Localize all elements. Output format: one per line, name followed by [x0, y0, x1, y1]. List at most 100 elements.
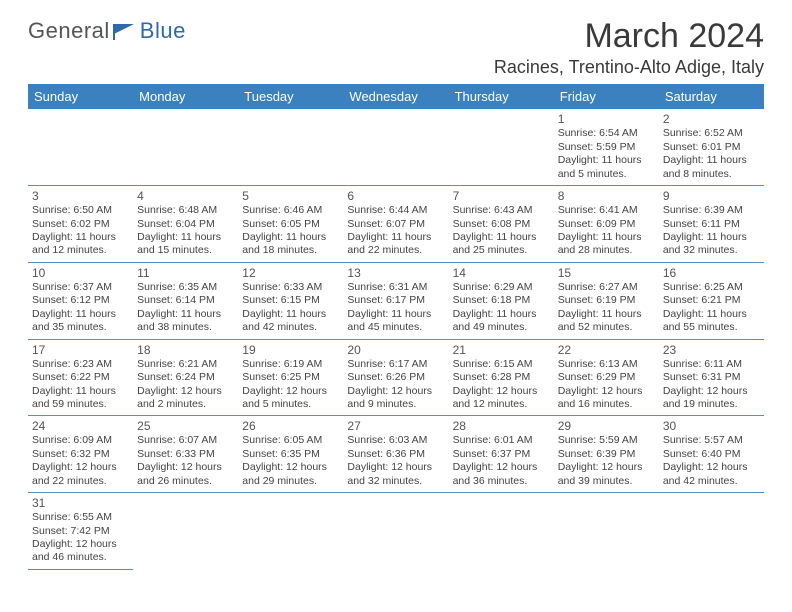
- calendar-cell: [343, 109, 448, 185]
- weekday-header: Wednesday: [343, 84, 448, 109]
- calendar-cell: [449, 493, 554, 570]
- day-info: Sunrise: 6:43 AMSunset: 6:08 PMDaylight:…: [453, 204, 550, 258]
- day-info: Sunrise: 6:29 AMSunset: 6:18 PMDaylight:…: [453, 281, 550, 335]
- day-number: 20: [347, 343, 444, 357]
- day-number: 23: [663, 343, 760, 357]
- calendar-cell: 20Sunrise: 6:17 AMSunset: 6:26 PMDayligh…: [343, 339, 448, 416]
- weekday-header: Saturday: [659, 84, 764, 109]
- location: Racines, Trentino-Alto Adige, Italy: [494, 57, 764, 78]
- day-info: Sunrise: 5:57 AMSunset: 6:40 PMDaylight:…: [663, 434, 760, 488]
- day-number: 22: [558, 343, 655, 357]
- day-number: 13: [347, 266, 444, 280]
- day-info: Sunrise: 6:37 AMSunset: 6:12 PMDaylight:…: [32, 281, 129, 335]
- calendar-cell: 22Sunrise: 6:13 AMSunset: 6:29 PMDayligh…: [554, 339, 659, 416]
- day-number: 30: [663, 419, 760, 433]
- calendar-cell: 17Sunrise: 6:23 AMSunset: 6:22 PMDayligh…: [28, 339, 133, 416]
- day-info: Sunrise: 6:09 AMSunset: 6:32 PMDaylight:…: [32, 434, 129, 488]
- calendar-cell: [133, 493, 238, 570]
- day-number: 3: [32, 189, 129, 203]
- calendar-cell: 8Sunrise: 6:41 AMSunset: 6:09 PMDaylight…: [554, 186, 659, 263]
- calendar-cell: [133, 109, 238, 185]
- day-info: Sunrise: 6:03 AMSunset: 6:36 PMDaylight:…: [347, 434, 444, 488]
- calendar-cell: 1Sunrise: 6:54 AMSunset: 5:59 PMDaylight…: [554, 109, 659, 185]
- month-title: March 2024: [494, 18, 764, 55]
- day-number: 7: [453, 189, 550, 203]
- calendar-cell: 21Sunrise: 6:15 AMSunset: 6:28 PMDayligh…: [449, 339, 554, 416]
- calendar-cell: 27Sunrise: 6:03 AMSunset: 6:36 PMDayligh…: [343, 416, 448, 493]
- calendar-cell: [554, 493, 659, 570]
- calendar-cell: 4Sunrise: 6:48 AMSunset: 6:04 PMDaylight…: [133, 186, 238, 263]
- day-number: 4: [137, 189, 234, 203]
- calendar-cell: 10Sunrise: 6:37 AMSunset: 6:12 PMDayligh…: [28, 262, 133, 339]
- calendar-cell: 30Sunrise: 5:57 AMSunset: 6:40 PMDayligh…: [659, 416, 764, 493]
- day-info: Sunrise: 6:54 AMSunset: 5:59 PMDaylight:…: [558, 127, 655, 181]
- calendar-cell: 5Sunrise: 6:46 AMSunset: 6:05 PMDaylight…: [238, 186, 343, 263]
- day-number: 12: [242, 266, 339, 280]
- calendar-cell: 24Sunrise: 6:09 AMSunset: 6:32 PMDayligh…: [28, 416, 133, 493]
- day-number: 26: [242, 419, 339, 433]
- day-info: Sunrise: 6:50 AMSunset: 6:02 PMDaylight:…: [32, 204, 129, 258]
- weekday-header-row: SundayMondayTuesdayWednesdayThursdayFrid…: [28, 84, 764, 109]
- calendar-cell: [659, 493, 764, 570]
- calendar-cell: 12Sunrise: 6:33 AMSunset: 6:15 PMDayligh…: [238, 262, 343, 339]
- calendar-cell: 11Sunrise: 6:35 AMSunset: 6:14 PMDayligh…: [133, 262, 238, 339]
- calendar-cell: 18Sunrise: 6:21 AMSunset: 6:24 PMDayligh…: [133, 339, 238, 416]
- calendar-cell: [343, 493, 448, 570]
- calendar-cell: 26Sunrise: 6:05 AMSunset: 6:35 PMDayligh…: [238, 416, 343, 493]
- day-info: Sunrise: 6:48 AMSunset: 6:04 PMDaylight:…: [137, 204, 234, 258]
- calendar-cell: 9Sunrise: 6:39 AMSunset: 6:11 PMDaylight…: [659, 186, 764, 263]
- day-number: 21: [453, 343, 550, 357]
- weekday-header: Tuesday: [238, 84, 343, 109]
- day-number: 10: [32, 266, 129, 280]
- day-info: Sunrise: 6:15 AMSunset: 6:28 PMDaylight:…: [453, 358, 550, 412]
- calendar-cell: 31Sunrise: 6:55 AMSunset: 7:42 PMDayligh…: [28, 493, 133, 570]
- calendar-cell: 16Sunrise: 6:25 AMSunset: 6:21 PMDayligh…: [659, 262, 764, 339]
- day-number: 19: [242, 343, 339, 357]
- weekday-header: Thursday: [449, 84, 554, 109]
- brand-part1: General: [28, 18, 110, 44]
- day-number: 8: [558, 189, 655, 203]
- weekday-header: Monday: [133, 84, 238, 109]
- day-info: Sunrise: 6:23 AMSunset: 6:22 PMDaylight:…: [32, 358, 129, 412]
- day-number: 15: [558, 266, 655, 280]
- day-number: 24: [32, 419, 129, 433]
- calendar-cell: 2Sunrise: 6:52 AMSunset: 6:01 PMDaylight…: [659, 109, 764, 185]
- calendar-cell: 6Sunrise: 6:44 AMSunset: 6:07 PMDaylight…: [343, 186, 448, 263]
- day-number: 18: [137, 343, 234, 357]
- brand-logo: General Blue: [28, 18, 186, 44]
- calendar-cell: 14Sunrise: 6:29 AMSunset: 6:18 PMDayligh…: [449, 262, 554, 339]
- day-info: Sunrise: 6:05 AMSunset: 6:35 PMDaylight:…: [242, 434, 339, 488]
- day-info: Sunrise: 6:01 AMSunset: 6:37 PMDaylight:…: [453, 434, 550, 488]
- day-info: Sunrise: 5:59 AMSunset: 6:39 PMDaylight:…: [558, 434, 655, 488]
- day-number: 17: [32, 343, 129, 357]
- weekday-header: Friday: [554, 84, 659, 109]
- day-info: Sunrise: 6:39 AMSunset: 6:11 PMDaylight:…: [663, 204, 760, 258]
- day-info: Sunrise: 6:19 AMSunset: 6:25 PMDaylight:…: [242, 358, 339, 412]
- weekday-header: Sunday: [28, 84, 133, 109]
- day-info: Sunrise: 6:21 AMSunset: 6:24 PMDaylight:…: [137, 358, 234, 412]
- day-number: 27: [347, 419, 444, 433]
- day-info: Sunrise: 6:35 AMSunset: 6:14 PMDaylight:…: [137, 281, 234, 335]
- day-number: 9: [663, 189, 760, 203]
- calendar-cell: 15Sunrise: 6:27 AMSunset: 6:19 PMDayligh…: [554, 262, 659, 339]
- calendar-cell: 3Sunrise: 6:50 AMSunset: 6:02 PMDaylight…: [28, 186, 133, 263]
- calendar-cell: 19Sunrise: 6:19 AMSunset: 6:25 PMDayligh…: [238, 339, 343, 416]
- calendar-cell: [238, 109, 343, 185]
- day-info: Sunrise: 6:11 AMSunset: 6:31 PMDaylight:…: [663, 358, 760, 412]
- day-info: Sunrise: 6:41 AMSunset: 6:09 PMDaylight:…: [558, 204, 655, 258]
- day-number: 2: [663, 112, 760, 126]
- day-info: Sunrise: 6:27 AMSunset: 6:19 PMDaylight:…: [558, 281, 655, 335]
- calendar-cell: 13Sunrise: 6:31 AMSunset: 6:17 PMDayligh…: [343, 262, 448, 339]
- flag-icon: [110, 18, 140, 44]
- calendar-cell: 29Sunrise: 5:59 AMSunset: 6:39 PMDayligh…: [554, 416, 659, 493]
- calendar-cell: 23Sunrise: 6:11 AMSunset: 6:31 PMDayligh…: [659, 339, 764, 416]
- calendar-cell: [28, 109, 133, 185]
- day-info: Sunrise: 6:07 AMSunset: 6:33 PMDaylight:…: [137, 434, 234, 488]
- day-number: 5: [242, 189, 339, 203]
- calendar-cell: [238, 493, 343, 570]
- day-info: Sunrise: 6:55 AMSunset: 7:42 PMDaylight:…: [32, 511, 129, 565]
- day-number: 28: [453, 419, 550, 433]
- day-number: 11: [137, 266, 234, 280]
- day-info: Sunrise: 6:25 AMSunset: 6:21 PMDaylight:…: [663, 281, 760, 335]
- brand-part2: Blue: [140, 18, 186, 44]
